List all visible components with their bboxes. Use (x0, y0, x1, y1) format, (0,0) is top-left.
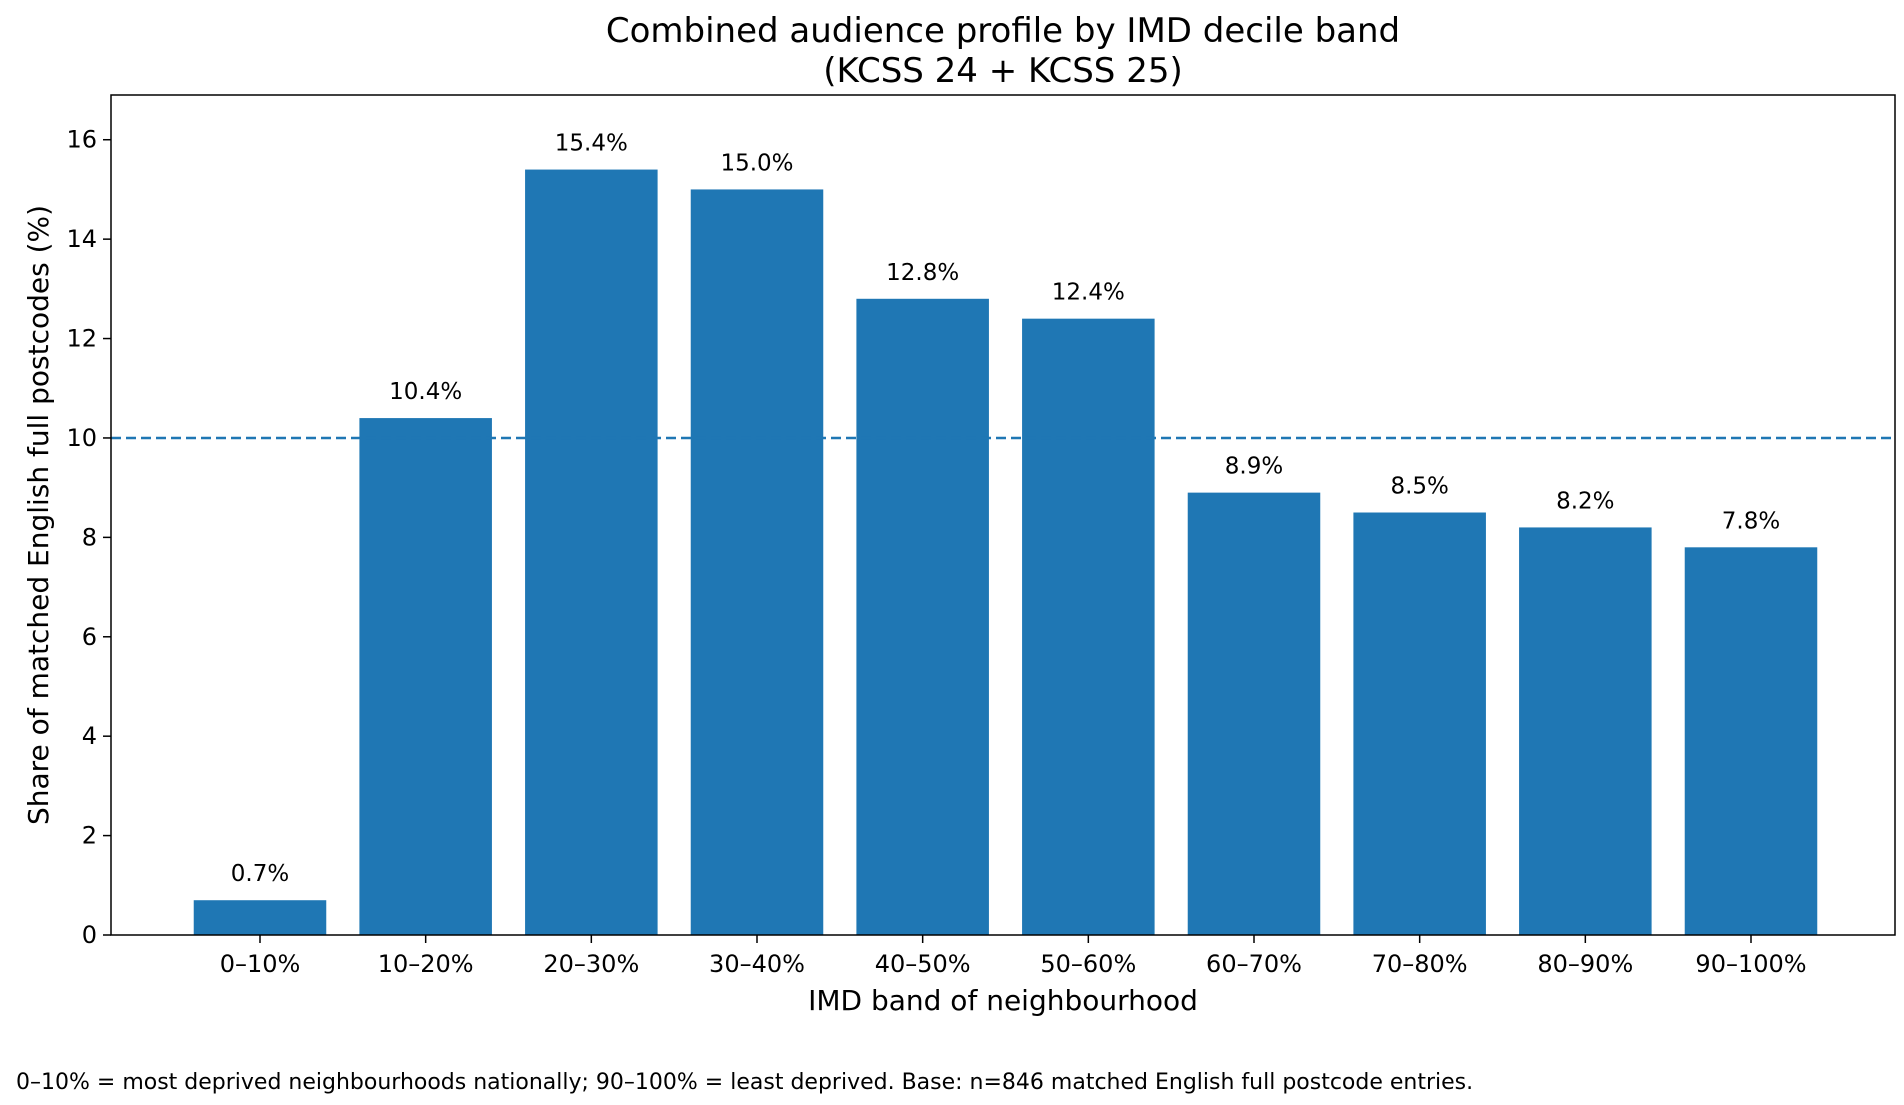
x-tick-label-1: 0–10% (220, 950, 301, 978)
bar-4 (690, 189, 824, 935)
data-label-8: 8.5% (1390, 474, 1448, 500)
data-label-9: 8.2% (1556, 488, 1614, 514)
data-label-3: 15.4% (555, 131, 628, 157)
y-tick-label-16: 16 (66, 126, 97, 154)
bar-3 (525, 169, 658, 935)
chart-title-line-1: Combined audience profile by IMD decile … (606, 11, 1400, 51)
bar-8 (1353, 512, 1486, 935)
y-tick-label-2: 2 (82, 822, 97, 850)
x-tick-label-4: 30–40% (709, 950, 805, 978)
footnote: 0–10% = most deprived neighbourhoods nat… (16, 1070, 1473, 1095)
data-label-2: 10.4% (389, 379, 462, 405)
x-tick-label-5: 40–50% (875, 950, 971, 978)
x-tick-label-2: 10–20% (378, 950, 474, 978)
data-label-6: 12.4% (1052, 280, 1125, 306)
chart-title-line-2: (KCSS 24 + KCSS 25) (823, 51, 1182, 91)
plot-area: 0.7% 0–10% 10.4% 10–20% 15.4% 20–30% 15.0% 30–4… (66, 126, 1895, 978)
data-label-10: 7.8% (1722, 508, 1780, 534)
y-tick-label-0: 0 (82, 921, 97, 949)
x-tick-label-10: 90–100% (1695, 950, 1806, 978)
x-tick-label-7: 60–70% (1206, 950, 1302, 978)
y-tick-label-4: 4 (82, 722, 97, 750)
bar-5 (856, 298, 989, 935)
x-tick-label-6: 50–60% (1040, 950, 1136, 978)
bar-7 (1187, 492, 1321, 935)
y-tick-label-6: 6 (82, 623, 97, 651)
bar-1 (193, 900, 327, 935)
bar-9 (1519, 527, 1652, 935)
y-tick-label-8: 8 (82, 523, 97, 551)
bar-2 (359, 418, 492, 936)
x-axis-label: IMD band of neighbourhood (808, 984, 1198, 1017)
axes-frame (110, 94, 1896, 936)
bar-6 (1022, 318, 1155, 935)
y-axis-label: Share of matched English full postcodes … (22, 205, 55, 825)
x-tick-label-3: 20–30% (543, 950, 639, 978)
y-tick-label-12: 12 (66, 325, 97, 353)
data-label-5: 12.8% (886, 260, 959, 286)
y-tick-label-10: 10 (66, 424, 97, 452)
data-label-7: 8.9% (1225, 454, 1283, 480)
data-label-1: 0.7% (231, 861, 289, 887)
bar-10 (1684, 547, 1818, 935)
x-tick-label-8: 70–80% (1372, 950, 1468, 978)
x-tick-label-9: 80–90% (1537, 950, 1633, 978)
y-tick-label-14: 14 (66, 225, 97, 253)
data-label-4: 15.0% (720, 150, 793, 176)
